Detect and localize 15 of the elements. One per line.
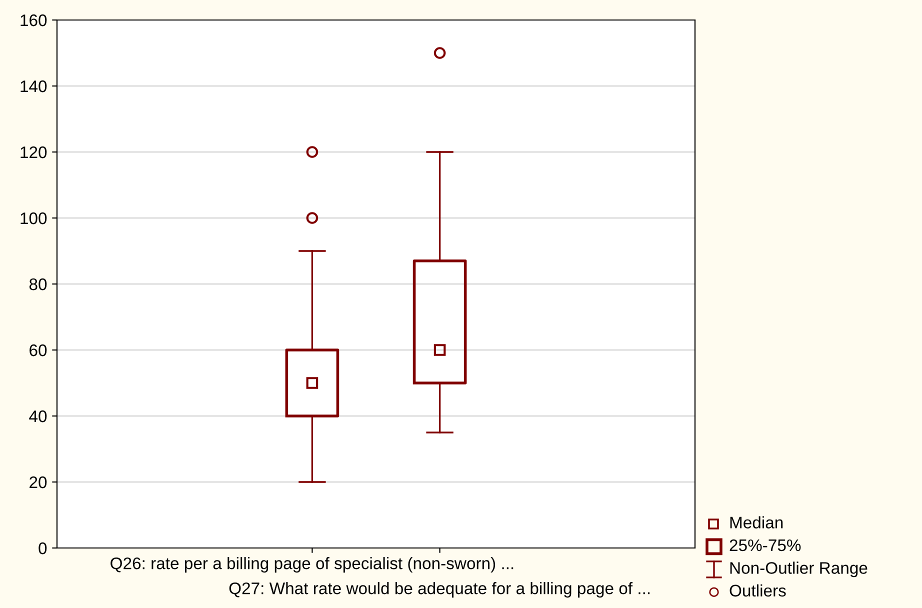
text: 25%-75%: [730, 539, 801, 552]
y-tick-label: 100: [20, 212, 47, 224]
x-tick-label: Q26: rate per a billing page of specialist (non-sworn) ...: [110, 557, 514, 573]
text: Non-Outlier Range: [730, 562, 868, 578]
x-tick-label: Q27: What rate would be adequate for a billing page of ...: [229, 582, 650, 598]
y-tick-label: 20: [30, 476, 47, 488]
y-tick-label: 40: [29, 410, 47, 422]
y-tick-label: 60: [30, 344, 47, 356]
y-tick-label: 140: [20, 80, 47, 92]
y-tick-label: 0: [38, 542, 47, 554]
y-tick-label: 120: [20, 146, 47, 158]
text: Median: [730, 516, 783, 528]
y-tick-label: 160: [20, 14, 47, 26]
y-tick-label: 80: [29, 278, 47, 290]
text: Outliers: [730, 584, 786, 597]
